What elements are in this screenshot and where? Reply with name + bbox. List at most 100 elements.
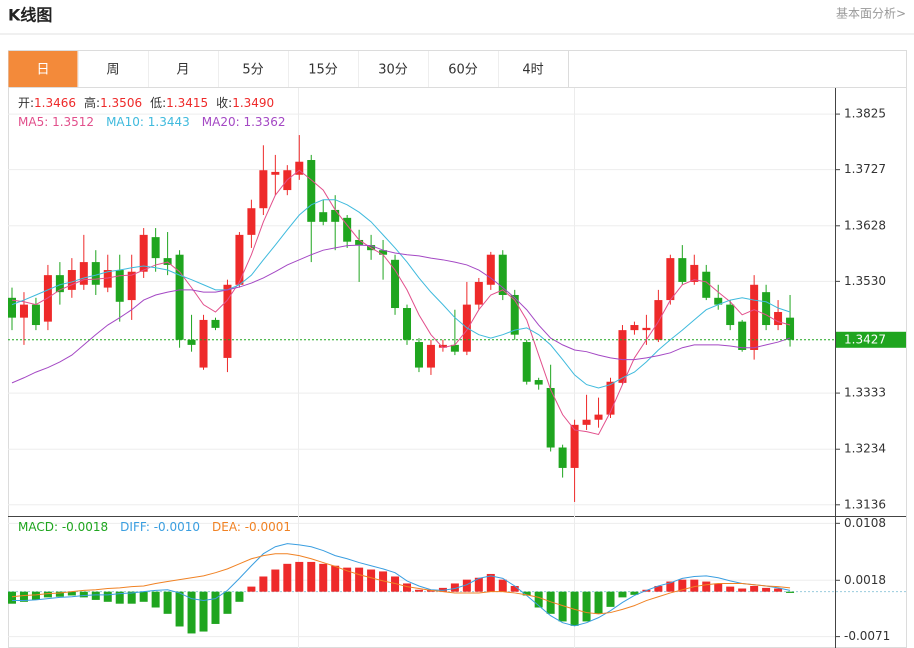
macd-bar — [271, 569, 280, 592]
y-tick-label: 1.3628 — [844, 218, 886, 232]
tab-bg[interactable] — [428, 51, 498, 87]
tab-bg[interactable] — [498, 51, 568, 87]
macd-bar — [19, 591, 28, 602]
candle-body — [91, 262, 100, 285]
macd-bar — [486, 573, 495, 592]
candle-body — [199, 319, 208, 368]
macd-bar — [199, 591, 208, 632]
macd-bar — [259, 576, 268, 592]
info-value: 1.3490 — [232, 96, 274, 110]
tab-bg[interactable] — [78, 51, 148, 87]
macd-bar — [127, 591, 136, 604]
candle-body — [738, 321, 747, 350]
candle-body — [115, 270, 124, 302]
tab-label[interactable]: 30分 — [378, 63, 408, 78]
macd-bar — [307, 561, 316, 592]
y-tick-label: 1.3825 — [844, 107, 886, 121]
macd-bar — [618, 591, 627, 598]
page-title: K线图 — [8, 6, 52, 25]
tab[interactable]: 5分 — [218, 51, 289, 87]
analysis-link[interactable]: 基本面分析> — [836, 7, 906, 21]
tab-bg[interactable] — [358, 51, 428, 87]
y-tick-label: 1.3727 — [844, 162, 886, 176]
macd-bar — [678, 579, 687, 592]
y-tick-label: 1.3530 — [844, 274, 886, 288]
macd-bar — [31, 591, 40, 600]
candle-body — [187, 339, 196, 345]
macd-bar — [774, 588, 783, 592]
tab-label[interactable]: 日 — [36, 63, 49, 78]
candle-body — [67, 270, 76, 290]
candle-body — [307, 160, 316, 222]
tab-label[interactable]: 月 — [176, 63, 189, 78]
info-value: 1.3466 — [34, 96, 76, 110]
last-price-box — [836, 331, 906, 348]
tab[interactable]: 4时 — [498, 51, 569, 87]
macd-bar — [295, 561, 304, 592]
tab[interactable]: 30分 — [358, 51, 429, 87]
macd-bar — [283, 563, 292, 592]
candle-body — [774, 311, 783, 326]
macd-bar — [786, 591, 795, 593]
macd-bar — [558, 591, 567, 622]
candle-body — [786, 317, 795, 340]
candle-body — [151, 237, 160, 259]
macd-bar — [738, 588, 747, 592]
tab-bg[interactable] — [8, 51, 78, 87]
macd-bar — [211, 591, 220, 624]
macd-value: -0.0010 — [154, 520, 200, 534]
candle-body — [606, 381, 615, 415]
macd-sep: : — [146, 520, 154, 534]
macd-bar — [654, 585, 663, 592]
tab-label[interactable]: 15分 — [308, 63, 338, 78]
candle-body — [618, 330, 627, 383]
ma-sep: : — [140, 115, 148, 129]
macd-bar — [139, 591, 148, 602]
candle-body — [582, 419, 591, 425]
candle-body — [510, 294, 519, 335]
macd-bar — [474, 577, 483, 592]
ma-name: MA20 — [202, 115, 236, 129]
macd-bar — [630, 591, 639, 595]
candle-body — [343, 217, 352, 242]
candle-body — [522, 342, 531, 382]
last-price-label: 1.3427 — [844, 332, 886, 346]
candle-body — [379, 250, 388, 255]
y-tick-label: 1.3333 — [844, 386, 886, 400]
candle-body — [474, 281, 483, 305]
tab[interactable]: 60分 — [428, 51, 499, 87]
candle-body — [319, 212, 328, 222]
tab[interactable]: 月 — [148, 51, 219, 87]
info-value: 1.3415 — [166, 96, 208, 110]
tab[interactable]: 周 — [78, 51, 149, 87]
tab[interactable]: 15分 — [288, 51, 359, 87]
candle-body — [750, 284, 759, 350]
tab-bg[interactable] — [218, 51, 288, 87]
macd-bar — [690, 579, 699, 592]
tab-label[interactable]: 5分 — [242, 63, 263, 78]
tab-bg[interactable] — [288, 51, 358, 87]
tab[interactable]: 日 — [8, 51, 79, 87]
tab-label[interactable]: 4时 — [522, 63, 543, 78]
macd-bar — [175, 591, 184, 627]
macd-bar — [115, 591, 124, 604]
candle-body — [594, 414, 603, 420]
candle-body — [714, 297, 723, 305]
tab-label[interactable]: 60分 — [448, 63, 478, 78]
macd-name: DEA — [212, 520, 238, 534]
candle-body — [558, 447, 567, 468]
macd-sep: : — [54, 520, 62, 534]
tab-bg[interactable] — [148, 51, 218, 87]
candle-body — [259, 170, 268, 209]
ma-legend: MA5: 1.3512 MA10: 1.3443 MA20: 1.3362 — [18, 115, 285, 129]
candle-body — [630, 325, 639, 331]
candle-body — [438, 344, 447, 348]
candle-body — [139, 234, 148, 272]
candle-body — [690, 264, 699, 282]
ma-value: 1.3362 — [243, 115, 285, 129]
tab-label[interactable]: 周 — [106, 63, 119, 78]
candle-body — [498, 254, 507, 295]
macd-bar — [223, 591, 232, 614]
